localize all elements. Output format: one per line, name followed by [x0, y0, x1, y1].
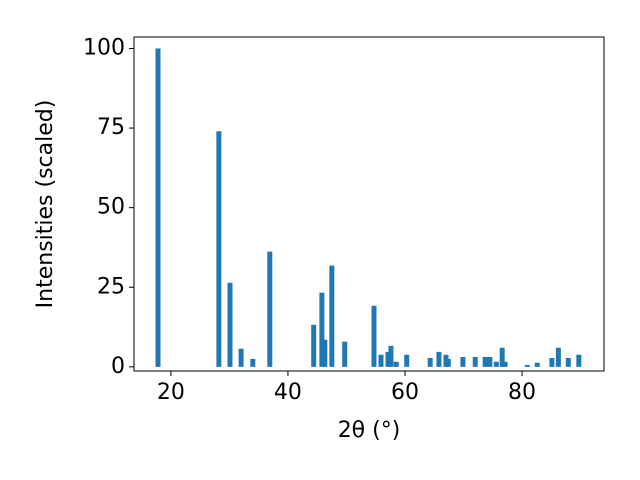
x-axis-label: 2θ (°) — [338, 418, 401, 443]
bar — [502, 361, 508, 367]
bar — [342, 341, 348, 367]
y-tick-label: 0 — [111, 354, 125, 379]
x-tick-label: 80 — [508, 380, 536, 405]
bar — [549, 357, 555, 367]
bar — [319, 292, 325, 367]
y-axis-label: Intensities (scaled) — [33, 100, 58, 309]
x-tick-label: 60 — [391, 380, 419, 405]
bar — [472, 356, 478, 367]
y-tick-label: 100 — [83, 35, 125, 60]
bar — [404, 354, 410, 367]
bar — [385, 351, 391, 367]
bar — [322, 339, 328, 367]
bar — [499, 347, 505, 367]
bar — [555, 347, 561, 367]
y-tick-label: 50 — [97, 195, 125, 220]
bar — [388, 345, 394, 367]
bar — [329, 265, 335, 367]
bar — [378, 354, 384, 367]
bar — [371, 305, 377, 367]
bar — [460, 356, 466, 367]
bar — [482, 356, 488, 367]
bar — [155, 48, 161, 367]
bar — [565, 357, 571, 367]
bar — [393, 361, 399, 367]
bar — [427, 357, 433, 367]
bar — [216, 131, 222, 367]
bar — [227, 282, 233, 367]
bar — [311, 324, 317, 367]
bar — [576, 354, 582, 367]
bar — [267, 251, 273, 367]
bar — [250, 358, 256, 367]
y-tick-label: 75 — [97, 115, 125, 140]
plot-frame — [133, 36, 605, 372]
bar — [487, 356, 493, 367]
bar — [445, 358, 451, 367]
x-tick-label: 40 — [274, 380, 302, 405]
bar — [238, 348, 244, 367]
bar — [493, 361, 499, 367]
bar — [436, 351, 442, 367]
y-tick-label: 25 — [97, 274, 125, 299]
bar — [524, 364, 530, 367]
bar — [534, 362, 540, 367]
x-tick-label: 20 — [157, 380, 185, 405]
